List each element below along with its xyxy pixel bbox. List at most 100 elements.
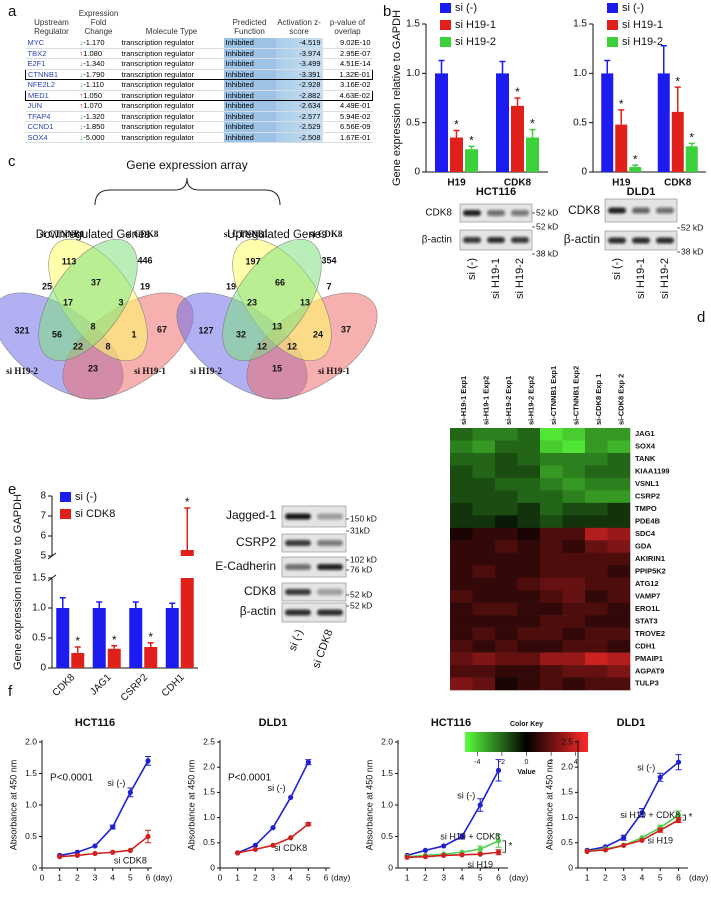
row-label: SOX4 — [635, 442, 656, 451]
heatmap-cell — [517, 565, 541, 579]
heatmap-cell — [517, 602, 541, 616]
size-marker: 102 kD — [350, 554, 377, 564]
arrow-icon: ↓ — [79, 38, 84, 47]
arrow-icon: ↓ — [79, 69, 84, 79]
table-cell: 4.49E-01 — [322, 100, 373, 112]
series-line — [587, 819, 679, 853]
bar — [71, 653, 85, 668]
lane-label: si H19-1 — [490, 258, 502, 299]
table-cell: NFE2L2 — [25, 79, 78, 91]
table-cell: -2.882 — [275, 89, 323, 101]
heatmap-cell — [562, 590, 586, 603]
colorbar-tick-label: -4 — [474, 759, 480, 766]
y-tick-label: 0 — [210, 862, 215, 872]
y-tick-label: 0.5 — [561, 837, 573, 847]
table-cell: transcription regulator — [119, 58, 224, 70]
fold-change-cell: ↓-1.170 — [77, 38, 120, 49]
table-cell: MYC — [25, 38, 78, 49]
x-axis-label: (day) — [153, 872, 173, 882]
error-bar — [674, 86, 681, 112]
heatmap-cell — [450, 627, 473, 641]
colorbar-title: Color Key — [510, 721, 543, 728]
venn-count: 17 — [63, 297, 73, 307]
heatmap-cell — [495, 565, 518, 579]
heatmap-cell — [562, 652, 586, 666]
row-label: STAT3 — [635, 616, 658, 625]
heatmap-cell — [472, 590, 496, 603]
fold-change: -1.340 — [83, 59, 105, 68]
bar — [180, 550, 194, 668]
venn-set-label: si H19-2 — [6, 366, 38, 376]
heatmap-cell — [607, 590, 631, 603]
row-label: KIAA1199 — [635, 467, 670, 476]
blot-panel — [281, 533, 347, 553]
y-tick-label: 0 — [414, 167, 420, 178]
legend-swatch — [440, 3, 451, 13]
error-bar — [688, 142, 695, 147]
arrow-icon: ↓ — [79, 80, 84, 89]
table-cell: transcription regulator — [119, 38, 224, 49]
heatmap-cell — [495, 490, 518, 504]
venn-count: 1 — [131, 329, 136, 339]
heatmap-cell — [585, 440, 608, 454]
venn-count: 127 — [198, 325, 213, 335]
data-point — [675, 817, 682, 823]
heatmap-cell — [472, 502, 496, 516]
heatmap-cell — [540, 565, 563, 579]
x-tick-label: 1 — [585, 872, 590, 882]
venn-count: 3 — [118, 297, 123, 307]
error-bar — [604, 59, 611, 74]
fold-change: -1.110 — [83, 80, 104, 89]
blot-band — [317, 540, 343, 546]
table: Upstream Regulator Expression Fold Change… — [25, 4, 373, 143]
heatmap-cell — [495, 477, 518, 491]
column-label: si-CTNNB1 Exp1 — [549, 366, 558, 425]
header-cell: Molecule Type — [145, 27, 198, 36]
heatmap-cell — [495, 515, 518, 529]
header-cell: Activation z-score — [277, 18, 321, 36]
blot-panel — [281, 602, 347, 623]
header-cell: Upstream Regulator — [34, 18, 69, 36]
y-tick-label: 6 — [40, 531, 46, 542]
x-tick-label: 6 — [496, 872, 501, 882]
heatmap-cell — [562, 640, 586, 653]
table-row: CCND1 ↓-1.850 transcription regulator Inhib… — [25, 121, 373, 133]
table-cell: -3.499 — [275, 58, 323, 70]
error-bar — [660, 44, 667, 74]
y-tick-label: 1.5 — [561, 787, 573, 797]
fold-change-cell: ↑1.070 — [77, 100, 120, 112]
heatmap-cell — [607, 490, 631, 504]
heatmap-cell — [607, 440, 631, 454]
heatmap-cell — [562, 490, 586, 504]
y-tick-label: 1.5 — [203, 787, 215, 797]
heatmap-cell — [495, 590, 518, 603]
heatmap-cell — [450, 440, 473, 454]
venn-count: 23 — [88, 363, 98, 373]
blot-band — [487, 210, 505, 216]
chart-title: DLD1 — [617, 717, 646, 729]
data-point — [270, 825, 276, 831]
heatmap-cell — [517, 665, 541, 678]
bar — [165, 608, 179, 668]
error-bar — [468, 145, 475, 150]
heatmap-cell — [450, 490, 473, 504]
heatmap-cell — [562, 452, 586, 466]
x-tick-label: 0 — [40, 872, 45, 882]
heatmap-cell — [585, 615, 608, 628]
legend-label: si H19-1 — [455, 19, 496, 31]
data-point — [422, 847, 429, 853]
blot-row-label: E-Cadherin — [215, 559, 276, 573]
data-point — [270, 842, 276, 848]
heatmap-cell — [607, 465, 631, 479]
table-cell: -2.508 — [275, 132, 323, 143]
colorbar-tick-label: 4 — [574, 759, 578, 766]
heatmap-cell — [472, 452, 496, 466]
data-point — [404, 854, 410, 860]
y-tick-label: 0.5 — [573, 117, 587, 128]
bar — [685, 146, 698, 172]
y-tick-label: 1.0 — [561, 812, 573, 822]
heatmap-cell — [450, 590, 473, 603]
blot-band — [632, 237, 650, 244]
data-point — [477, 846, 483, 852]
row-label: TMPO — [635, 504, 657, 513]
